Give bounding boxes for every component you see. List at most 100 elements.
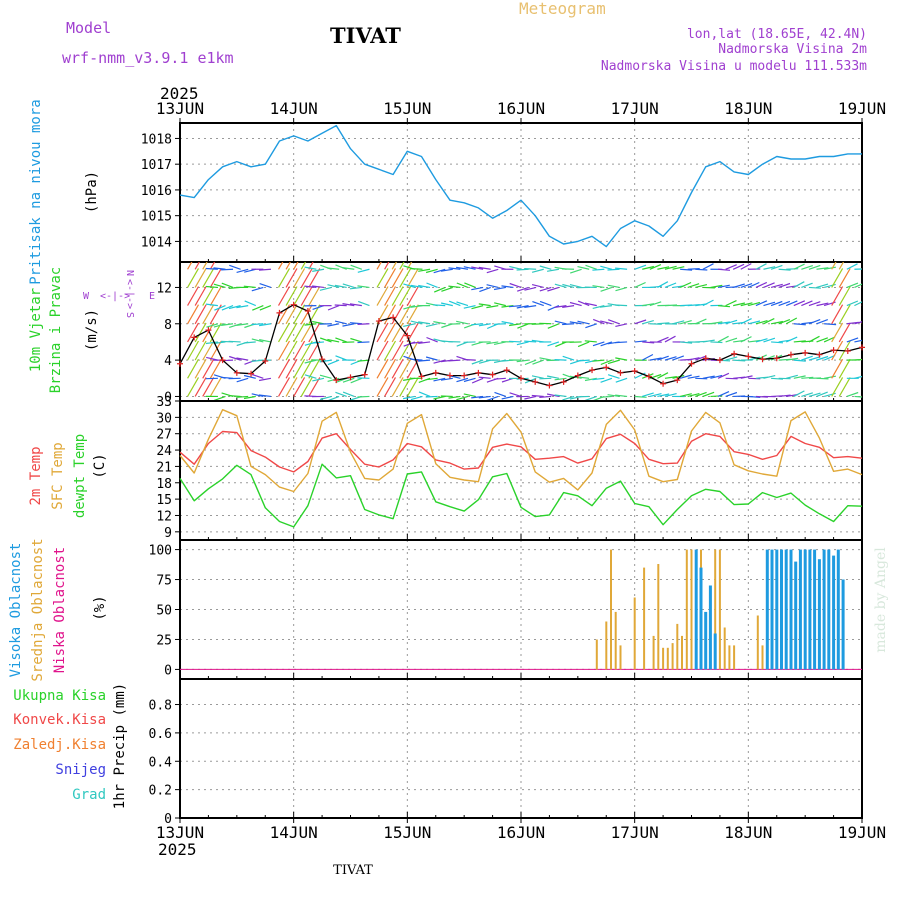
temp-ytick-label: 27 [156,428,172,443]
wind-vector [471,286,484,291]
wind-compass: W <-|-> E N <-|-> S [83,270,155,318]
wind-vector [554,283,567,289]
wind-vector [717,305,731,308]
wind-vector [342,377,355,383]
wind-speed-marker [375,318,382,325]
wind-vector [251,338,264,343]
wind-vector [402,395,416,400]
wind-vector [229,323,241,328]
wind-speed-marker [461,372,468,379]
wind-vector [824,266,837,270]
mid-cloud-bar [643,567,646,670]
wind-vector [258,268,271,271]
wind-speed-marker [603,364,610,371]
wind-vector [607,268,620,271]
wind-vector [748,377,761,380]
wind-vector [831,262,837,270]
precip-legend-item: Ukupna Kisa [13,688,106,704]
wind-vector [861,322,862,324]
wind-vector [433,304,446,307]
wind-vector [831,322,844,343]
wind-vector [259,339,272,343]
wind-vector [592,305,605,309]
wind-vector [327,359,340,366]
wind-vector [376,262,382,270]
wind-vector [680,341,693,344]
wind-vector [846,282,859,288]
wind-vector [456,395,469,401]
wind-vector [577,376,590,379]
wind-speed-marker [702,355,709,362]
wind-vector [585,323,597,329]
wind-unit: (m/s) [84,309,100,351]
wind-vector [649,264,662,270]
wind-vector [236,268,249,273]
wind-vector [406,304,419,325]
wind-vector [592,318,605,325]
wind-vector [418,359,431,362]
wind-vector [251,373,264,379]
x-tick-label-bottom: 13JUN [156,823,204,842]
wind-vector [710,321,723,325]
wind-vector [399,286,412,306]
wind-vector [649,393,662,398]
wind-vector [793,390,805,397]
wind-vector [793,340,806,343]
wind-vector [657,281,669,288]
wind-vector [600,286,613,292]
wind-vector [433,359,446,364]
compass-s: S [124,312,135,318]
pressure-line [179,124,862,248]
wind-vector [493,341,506,345]
wind-vector [770,264,783,270]
model-name: wrf-nmm_v3.9.1 e1km [62,49,234,67]
wind-vector [733,302,746,307]
wind-vector [577,266,590,270]
wind-vector [778,300,791,307]
precip-legend-item: Zaledj.Kisa [13,737,106,753]
wind-vector [391,286,404,306]
wind-vector [327,338,340,343]
wind-vector [202,304,215,325]
wind-speed-marker [589,367,596,374]
precip-ytick-label: 0.8 [149,699,172,714]
wind-vector [456,266,469,270]
wind-vector [202,262,208,270]
high-cloud-bar [794,561,798,670]
wind-vector [213,283,226,289]
x-tick-label-top: 13JUN [156,99,204,118]
wind-vector [251,393,264,398]
wind-speed-marker [319,356,326,363]
wind-vector [376,322,389,343]
wind-vector [539,357,552,361]
wind-vector [516,305,529,309]
wind-vector [786,374,798,379]
wind-vector [478,266,491,270]
wind-vector [838,286,851,306]
wind-vector [740,263,752,270]
pressure-ytick-label: 1017 [141,158,172,173]
wind-vector [547,341,560,347]
precip-ytick-label: 0.2 [149,784,172,799]
wind-vector [342,323,355,327]
wind-vector [486,305,499,309]
cloud-panel: 0 25 50 75 100 [149,539,863,680]
wind-vector [236,377,249,383]
wind-vector [569,321,582,325]
wind-vector [615,286,628,292]
wind-vector [187,358,200,379]
wind-vector [228,305,241,310]
wind-vector [357,268,370,273]
wind-vector [664,335,676,343]
wind-vector [554,305,567,308]
wind-vector [778,319,791,325]
wind-vector [285,286,298,306]
wind-speed-marker [347,374,354,381]
temp-ytick-label: 12 [156,509,172,524]
wind-vector [755,320,768,325]
wind-vector [763,266,776,270]
wind-vector [710,284,723,289]
wind-vector [599,305,613,308]
wind-vector [202,377,215,397]
wind-vector [300,322,313,343]
